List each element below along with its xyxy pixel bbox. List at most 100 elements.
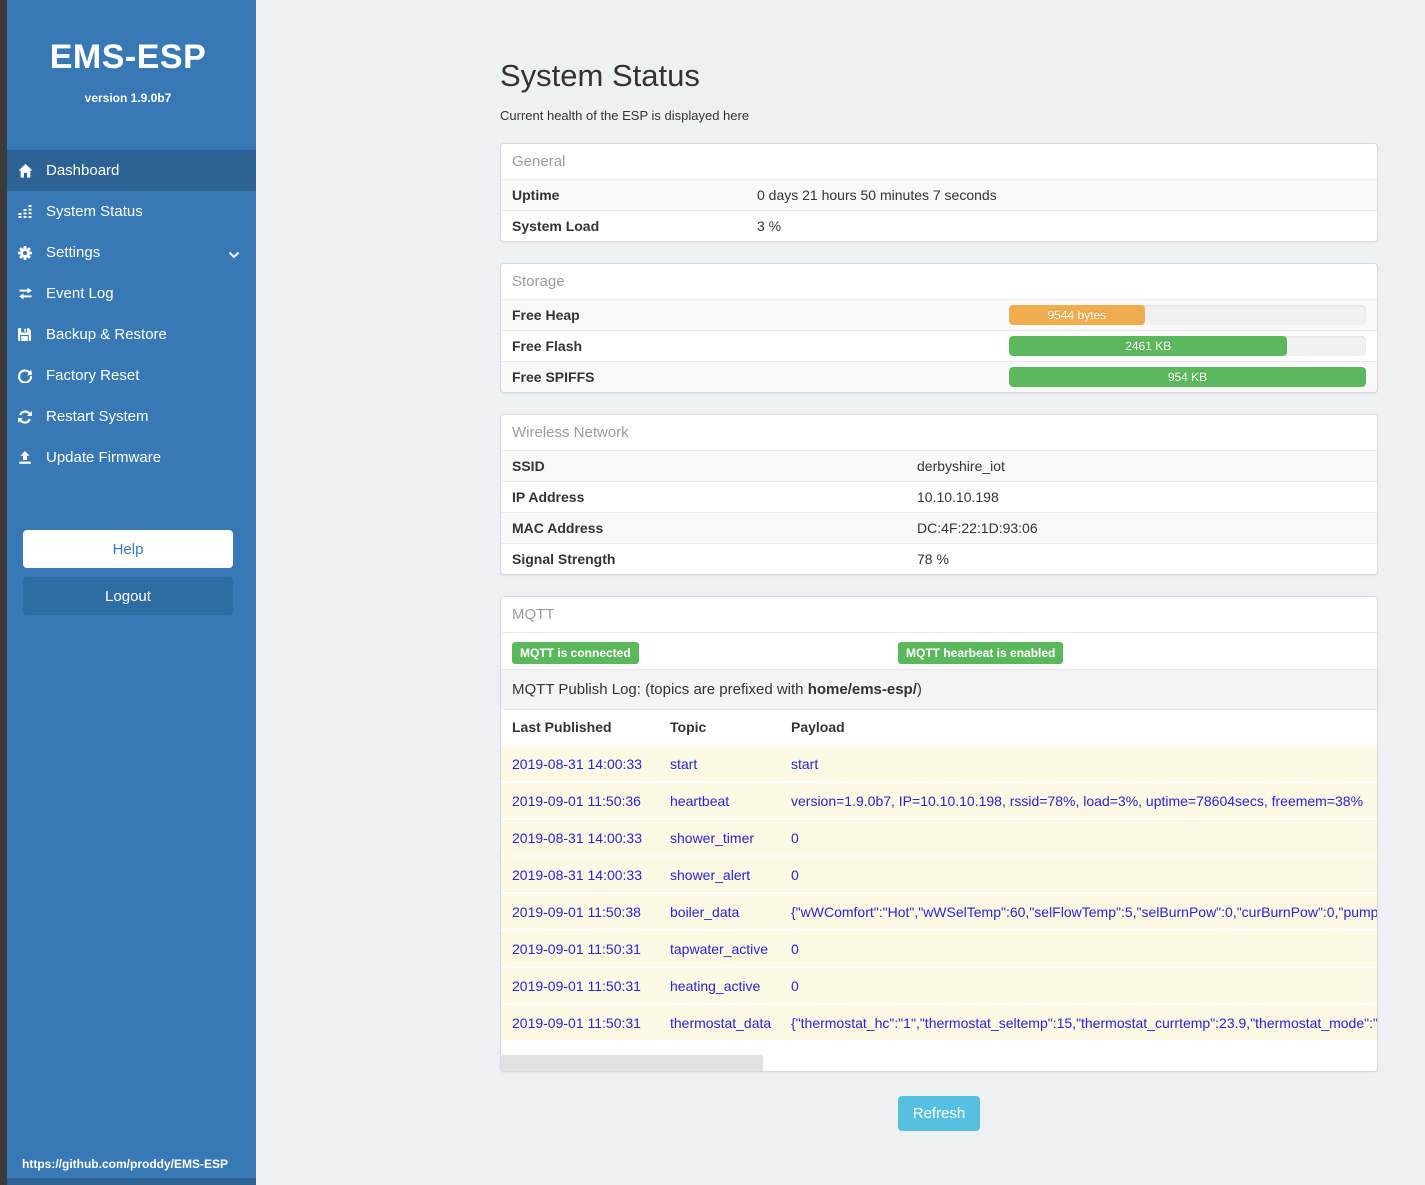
- help-button[interactable]: Help: [23, 530, 233, 568]
- mqtt-log-payload: version=1.9.0b7, IP=10.10.10.198, rssid=…: [791, 792, 1364, 809]
- mqtt-card-header: MQTT: [501, 597, 1377, 632]
- sidebar-item-label: Dashboard: [46, 162, 120, 179]
- mqtt-badge-row: MQTT is connected MQTT hearbeat is enabl…: [501, 632, 1377, 669]
- mqtt-log-payload: 0: [791, 940, 799, 957]
- storage-row: Free Heap 9544 bytes: [501, 299, 1377, 330]
- mqtt-log-payload: start: [791, 755, 819, 772]
- mqtt-log-topic: shower_alert: [670, 866, 751, 883]
- row-label: Signal Strength: [512, 551, 616, 567]
- mqtt-log-payload: 0: [791, 866, 799, 883]
- row-value: 10.10.10.198: [917, 489, 999, 505]
- mqtt-log-topic: boiler_data: [670, 903, 740, 920]
- scrollbar-thumb[interactable]: [501, 1055, 763, 1071]
- sidebar-item-restart-system[interactable]: Restart System: [0, 396, 256, 437]
- general-row: Uptime 0 days 21 hours 50 minutes 7 secon…: [501, 179, 1377, 210]
- row-label: IP Address: [512, 489, 585, 505]
- mqtt-log-published: 2019-09-01 11:50:31: [512, 977, 641, 994]
- exchange-icon: [18, 287, 46, 300]
- progress-bar-track: 954 KB: [1009, 367, 1366, 387]
- row-label: MAC Address: [512, 520, 604, 536]
- sidebar-item-dashboard[interactable]: Dashboard: [0, 150, 256, 191]
- mqtt-log-payload: 0: [791, 829, 799, 846]
- mqtt-horizontal-scrollbar[interactable]: [501, 1055, 1377, 1071]
- sidebar-item-label: Settings: [46, 244, 101, 261]
- mqtt-table-gap: [501, 1040, 1377, 1055]
- app-title: EMS-ESP: [49, 38, 207, 76]
- bar-chart-icon: [18, 205, 46, 218]
- sidebar-dark-strip: [0, 0, 7, 1185]
- sidebar-item-settings[interactable]: Settings: [0, 232, 256, 273]
- mqtt-log-title: MQTT Publish Log: (topics are prefixed w…: [501, 669, 1377, 709]
- mqtt-log-payload: 0: [791, 977, 799, 994]
- refresh-button[interactable]: Refresh: [897, 1096, 981, 1131]
- sidebar-item-backup-restore[interactable]: Backup & Restore: [0, 314, 256, 355]
- sidebar-item-label: Backup & Restore: [46, 326, 167, 343]
- undo-icon: [18, 368, 46, 383]
- sidebar-item-label: Event Log: [46, 285, 114, 302]
- general-rows: Uptime 0 days 21 hours 50 minutes 7 secon…: [501, 179, 1377, 241]
- mqtt-log-topic: start: [670, 755, 698, 772]
- mqtt-heartbeat-badge: MQTT hearbeat is enabled: [898, 642, 1064, 664]
- page-subtitle: Current health of the ESP is displayed h…: [500, 108, 750, 123]
- sidebar-item-event-log[interactable]: Event Log: [0, 273, 256, 314]
- sidebar-item-label: Update Firmware: [46, 449, 162, 466]
- mqtt-log-row: 2019-08-31 14:00:33 start start: [501, 744, 1377, 781]
- mqtt-log-published: 2019-08-31 14:00:33: [512, 829, 642, 846]
- wireless-card-header: Wireless Network: [501, 415, 1377, 450]
- storage-card-header: Storage: [501, 264, 1377, 299]
- mqtt-log-title-prefix: MQTT Publish Log: (topics are prefixed w…: [512, 681, 808, 698]
- progress-bar-track: 9544 bytes: [1009, 305, 1366, 325]
- wireless-row: MAC Address DC:4F:22:1D:93:06: [501, 512, 1377, 543]
- sidebar-bottom-strip: [0, 1178, 256, 1185]
- mqtt-log-published: 2019-09-01 11:50:38: [512, 903, 641, 920]
- wireless-row: Signal Strength 78 %: [501, 543, 1377, 574]
- mqtt-log-topic: heating_active: [670, 977, 761, 994]
- mqtt-log-topic: heartbeat: [670, 792, 730, 809]
- chevron-down-icon: [228, 246, 240, 263]
- row-value: 0 days 21 hours 50 minutes 7 seconds: [757, 187, 997, 203]
- mqtt-log-title-suffix: ): [916, 681, 922, 698]
- mqtt-log-topic: tapwater_active: [670, 940, 769, 957]
- column-header-payload: Payload: [791, 719, 845, 735]
- wireless-rows: SSID derbyshire_iot IP Address 10.10.10.198…: [501, 450, 1377, 574]
- storage-row: Free Flash 2461 KB: [501, 330, 1377, 361]
- sidebar: EMS-ESP version 1.9.0b7 Dashboard System …: [0, 0, 256, 1185]
- sidebar-item-system-status[interactable]: System Status: [0, 191, 256, 232]
- row-label: Free Heap: [512, 307, 580, 323]
- column-header-last-published: Last Published: [512, 719, 612, 735]
- logout-button[interactable]: Logout: [23, 577, 233, 615]
- column-header-topic: Topic: [670, 719, 707, 735]
- row-label: Uptime: [512, 187, 560, 203]
- github-link[interactable]: https://github.com/proddy/EMS-ESP: [22, 1157, 228, 1171]
- mqtt-log-row: 2019-09-01 11:50:31 thermostat_data {"ther…: [501, 1003, 1377, 1040]
- mqtt-log-title-topic-prefix: home/ems-esp/: [807, 681, 917, 698]
- mqtt-log-published: 2019-08-31 14:00:33: [512, 755, 642, 772]
- row-label: SSID: [512, 458, 545, 474]
- progress-bar-fill: 9544 bytes: [1009, 305, 1145, 325]
- row-label: Free Flash: [512, 338, 583, 354]
- row-value: derbyshire_iot: [917, 458, 1005, 474]
- general-row: System Load 3 %: [501, 210, 1377, 241]
- storage-card: Storage Free Heap 9544 bytes Free Flash 246…: [500, 263, 1378, 393]
- row-value: 3 %: [757, 218, 782, 234]
- mqtt-card: MQTT MQTT is connected MQTT hearbeat is …: [500, 596, 1378, 1072]
- storage-rows: Free Heap 9544 bytes Free Flash 2461 KB Free…: [501, 299, 1377, 392]
- mqtt-log-topic: thermostat_data: [670, 1014, 772, 1031]
- mqtt-table-header: Last Published Topic Payload: [501, 709, 1377, 744]
- storage-row: Free SPIFFS 954 KB: [501, 361, 1377, 392]
- sidebar-item-update-firmware[interactable]: Update Firmware: [0, 437, 256, 478]
- sidebar-item-factory-reset[interactable]: Factory Reset: [0, 355, 256, 396]
- general-card: General Uptime 0 days 21 hours 50 minutes…: [500, 143, 1378, 242]
- wireless-row: IP Address 10.10.10.198: [501, 481, 1377, 512]
- mqtt-log-topic: shower_timer: [670, 829, 755, 846]
- mqtt-log-row: 2019-09-01 11:50:36 heartbeat version=1.9.…: [501, 781, 1377, 818]
- app-version: version 1.9.0b7: [84, 91, 172, 105]
- mqtt-table-body: 2019-08-31 14:00:33 start start 2019-09-01 …: [501, 744, 1377, 1040]
- mqtt-log-payload: {"thermostat_hc":"1","thermostat_seltemp…: [791, 1014, 1377, 1031]
- home-icon: [18, 163, 46, 178]
- sidebar-menu: Dashboard System Status Settings Event Log B…: [0, 150, 256, 478]
- mqtt-log-row: 2019-09-01 11:50:38 boiler_data {"wWComfor…: [501, 892, 1377, 929]
- sidebar-item-label: System Status: [46, 203, 143, 220]
- row-value: DC:4F:22:1D:93:06: [917, 520, 1038, 536]
- progress-bar-fill: 2461 KB: [1009, 336, 1288, 356]
